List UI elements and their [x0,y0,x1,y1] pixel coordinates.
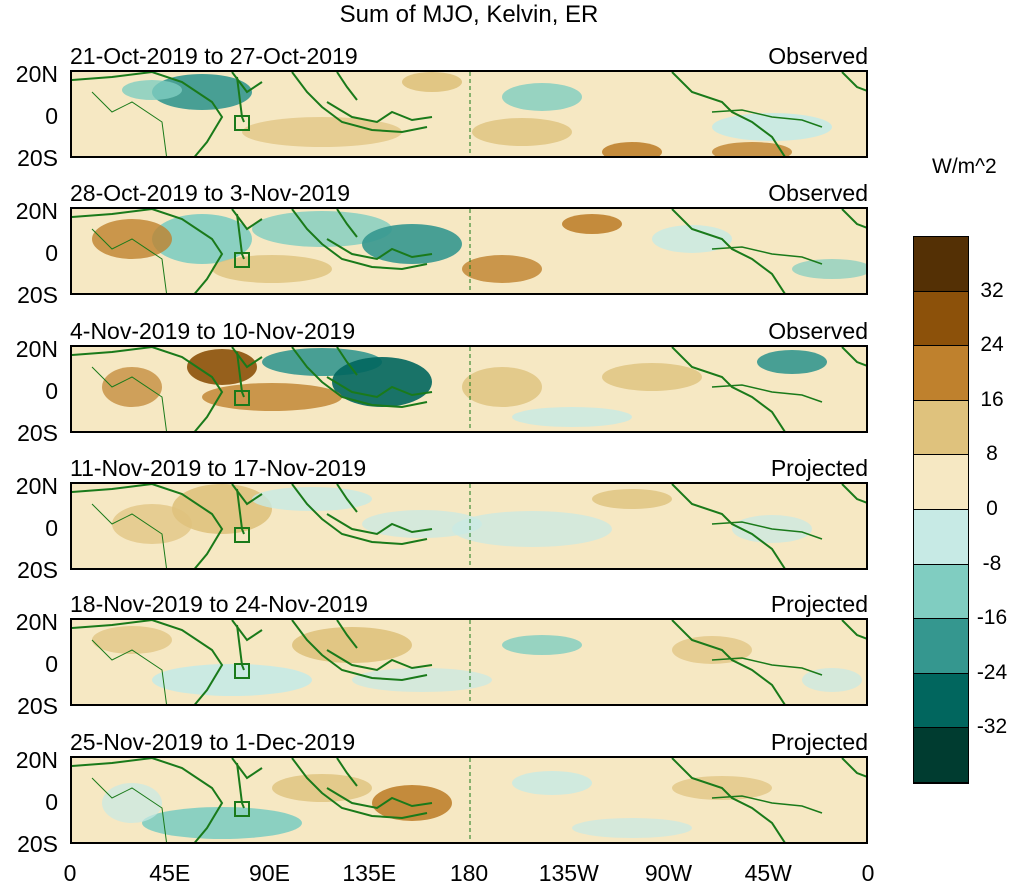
map-field [72,484,866,568]
y-tick-label: 20N [15,473,58,499]
map-panel-2 [70,207,868,295]
y-tick-label: 20S [17,145,58,171]
map-field [72,347,866,431]
colorbar-swatch [914,564,968,620]
map-panel-1 [70,70,868,158]
panel-date-label: 4-Nov-2019 to 10-Nov-2019 [70,318,356,344]
panel-status-label: Observed [768,180,868,206]
map-field [72,72,866,156]
map-panel-3 [70,345,868,433]
x-tick-label: 135W [538,860,599,886]
map-panel-5 [70,618,868,706]
panel-date-label: 25-Nov-2019 to 1-Dec-2019 [70,729,356,755]
y-tick-label: 20N [15,61,58,87]
y-tick-label: 0 [45,378,58,404]
y-tick-label: 0 [45,240,58,266]
colorbar-tick-label: 24 [980,333,1004,357]
map-field [72,209,866,293]
x-tick-label: 45E [149,860,191,886]
x-tick-label: 90W [644,860,693,886]
panel-status-label: Observed [768,318,868,344]
colorbar [913,236,969,784]
colorbar-swatch [914,728,968,783]
colorbar-tick-label: -8 [982,551,1002,575]
colorbar-tick-label: 32 [980,278,1004,302]
map-panel-6 [70,756,868,844]
colorbar-swatch [914,510,968,565]
colorbar-units: W/m^2 [932,155,997,178]
y-tick-label: 0 [45,651,58,677]
colorbar-swatch [914,619,968,674]
colorbar-swatch [914,400,968,456]
panel-date-label: 18-Nov-2019 to 24-Nov-2019 [70,591,368,617]
colorbar-swatch [914,291,968,347]
colorbar-swatch [914,673,968,729]
panel-status-label: Observed [768,43,868,69]
map-field [72,620,866,704]
y-tick-label: 0 [45,789,58,815]
y-tick-label: 0 [45,515,58,541]
panel-status-label: Projected [770,591,868,617]
figure-title: Sum of MJO, Kelvin, ER [339,1,599,28]
colorbar-tick-label: -32 [976,715,1008,739]
y-tick-label: 20S [17,693,58,719]
colorbar-swatch [914,346,968,401]
x-tick-label: 0 [861,860,875,886]
panel-date-label: 21-Oct-2019 to 27-Oct-2019 [70,43,358,69]
panel-date-label: 28-Oct-2019 to 3-Nov-2019 [70,180,350,206]
colorbar-tick-label: 16 [980,387,1004,411]
y-tick-label: 20S [17,831,58,857]
colorbar-tick-label: 8 [986,442,998,466]
y-tick-label: 20S [17,282,58,308]
x-tick-label: 45W [744,860,792,886]
y-tick-label: 20N [15,336,58,362]
panel-status-label: Projected [770,455,868,481]
y-tick-label: 0 [45,103,58,129]
y-tick-label: 20N [15,198,58,224]
panel-date-label: 11-Nov-2019 to 17-Nov-2019 [70,455,367,481]
x-tick-label: 90E [249,860,290,886]
y-tick-label: 20N [15,609,58,635]
x-tick-label: 135E [342,860,397,886]
colorbar-tick-label: -16 [976,606,1008,630]
panel-status-label: Projected [770,729,868,755]
y-tick-label: 20N [15,747,58,773]
map-field [72,758,866,842]
map-panel-4 [70,482,868,570]
x-tick-label: 0 [63,860,77,886]
x-tick-label: 180 [449,860,489,886]
colorbar-swatch [914,237,968,292]
colorbar-tick-label: -24 [976,660,1008,684]
colorbar-tick-label: 0 [986,497,998,520]
y-tick-label: 20S [17,420,58,446]
colorbar-swatch [914,455,968,510]
y-tick-label: 20S [17,557,58,583]
